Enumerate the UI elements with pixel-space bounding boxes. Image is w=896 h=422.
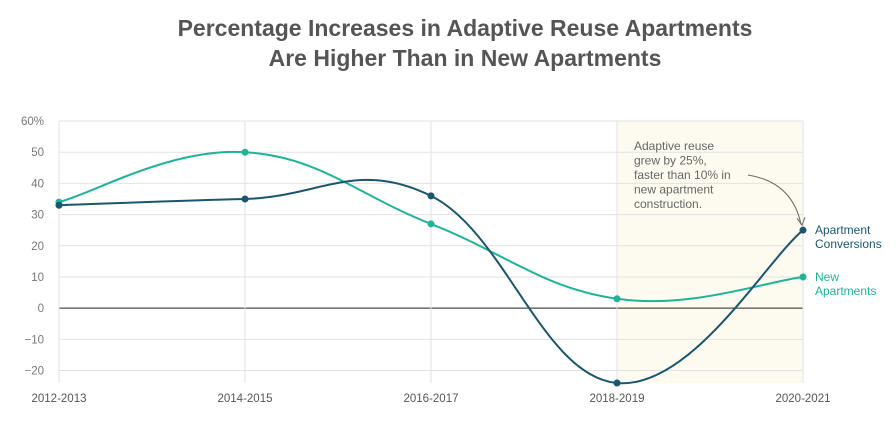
data-point-apartment-conversions: [55, 201, 63, 209]
data-point-new-apartments: [613, 295, 621, 303]
y-tick-label: 0: [38, 303, 44, 315]
y-tick-label: 50: [31, 147, 44, 159]
data-point-new-apartments: [241, 148, 249, 156]
annotation-text: construction.: [634, 197, 702, 211]
annotation-text: grew by 25%,: [634, 154, 707, 168]
data-point-apartment-conversions: [613, 379, 621, 387]
y-tick-label: 30: [31, 210, 44, 222]
y-tick-label: 40: [31, 178, 44, 190]
x-tick-label: 2020-2021: [776, 393, 831, 405]
x-tick-label: 2014-2015: [218, 393, 273, 405]
data-point-apartment-conversions: [241, 195, 249, 203]
series-line-apartment-conversions: [58, 178, 804, 385]
data-point-new-apartments: [799, 273, 807, 281]
data-point-apartment-conversions: [799, 226, 807, 234]
annotation-text: new apartment: [634, 183, 714, 197]
series-label-new-apartments: Apartments: [815, 284, 876, 298]
x-tick-label: 2016-2017: [404, 393, 459, 405]
annotation-text: faster than 10% in: [634, 168, 731, 182]
y-tick-label: −20: [24, 366, 44, 378]
y-tick-label: −10: [24, 334, 44, 346]
data-point-apartment-conversions: [427, 192, 435, 200]
x-tick-label: 2018-2019: [590, 393, 645, 405]
series-label-new-apartments: New: [815, 270, 839, 284]
series-label-apartment-conversions: Conversions: [815, 237, 882, 251]
y-tick-label: 10: [31, 272, 44, 284]
chart-title-line-2: Are Higher Than in New Apartments: [268, 45, 662, 71]
y-tick-label: 60%: [21, 116, 44, 128]
data-point-new-apartments: [427, 220, 435, 228]
annotation-arrow: [747, 174, 802, 225]
series-label-apartment-conversions: Apartment: [815, 223, 871, 237]
annotation-text: Adaptive reuse: [634, 139, 714, 153]
chart-title: Percentage Increases in Adaptive Reuse A…: [0, 13, 896, 73]
y-tick-label: 20: [31, 241, 44, 253]
x-tick-label: 2012-2013: [32, 393, 87, 405]
chart-title-line-1: Percentage Increases in Adaptive Reuse A…: [177, 15, 753, 41]
annotation-arrowhead: [796, 216, 806, 227]
